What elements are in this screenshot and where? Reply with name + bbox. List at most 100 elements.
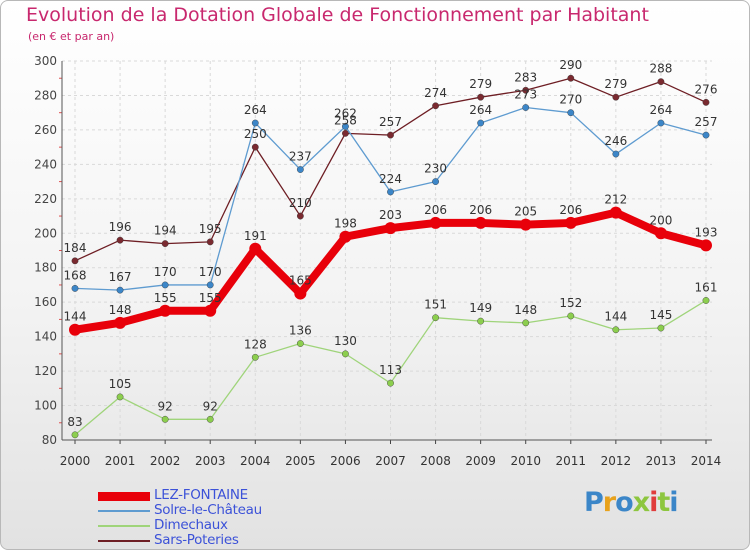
x-tick-label: 2002 [150,454,181,468]
data-point [657,119,665,127]
data-label: 257 [695,115,718,129]
series-lez-fontaine [69,206,712,336]
x-tick-labels: 2000 2001 2002 2003 2004 2005 2006 2007 2008 2009… [60,454,722,468]
data-point [69,323,81,336]
data-label: 155 [154,291,177,305]
data-label: 113 [379,363,402,377]
legend-swatch [98,510,150,512]
legend-label: LEZ-FONTAINE [154,487,248,503]
logo-letter: i [669,487,678,518]
data-label: 155 [199,291,222,305]
series-solre-le-ch-teau [71,104,710,294]
data-point [567,312,575,320]
data-point [477,93,485,101]
y-tick-label: 80 [42,433,57,447]
legend-swatch [98,492,150,501]
x-tick-label: 2006 [330,454,361,468]
logo-letter: x [632,487,650,518]
x-tick-label: 2000 [60,454,91,468]
data-label: 273 [514,88,537,102]
data-point [474,216,487,229]
data-label: 205 [514,205,537,219]
y-tick-label: 220 [34,192,57,206]
data-label: 276 [695,82,718,96]
data-point [251,119,259,127]
data-point [296,212,304,220]
data-label: 170 [199,265,222,279]
data-label: 152 [559,296,582,310]
data-point [432,178,439,185]
data-point [294,287,307,300]
data-point [161,240,169,248]
data-label: 196 [109,220,132,234]
data-label: 262 [334,106,357,120]
data-point [522,104,530,111]
data-label: 206 [469,203,492,217]
data-point [564,216,577,229]
data-label: 191 [244,229,267,243]
logo-letter: r [602,487,616,518]
data-label: 264 [244,103,267,117]
x-tick-label: 2012 [601,454,632,468]
data-label: 210 [289,196,312,210]
logo-letter: P [584,487,604,518]
x-tick-label: 2007 [375,454,406,468]
data-point [519,218,532,231]
x-tick-label: 2004 [240,454,271,468]
data-label: 151 [424,298,447,312]
data-point [657,78,665,86]
x-tick-label: 2003 [195,454,226,468]
data-label: 148 [514,303,537,317]
data-point [116,286,124,294]
data-point [657,324,665,332]
data-point [384,222,397,235]
data-point [387,188,394,196]
data-label: 264 [649,103,672,117]
data-point [429,216,442,229]
data-point [114,316,127,329]
logo-letter: t [657,487,670,518]
data-label: 136 [289,324,312,338]
legend-label: Dimechaux [154,517,228,533]
data-point [612,150,620,158]
y-tick-label: 140 [34,330,57,344]
data-label: 194 [154,224,177,238]
data-point [387,379,394,387]
series-group [69,74,712,439]
data-label: 257 [379,115,402,129]
data-label: 167 [109,270,132,284]
y-tick-label: 180 [34,261,57,275]
y-tick-label: 280 [34,88,57,102]
x-tick-label: 2009 [465,454,496,468]
data-label: 246 [604,134,627,148]
data-label: 92 [158,399,173,413]
y-tick-label: 300 [34,54,57,68]
logo-letter: o [615,487,634,518]
y-tick-label: 100 [34,399,57,413]
data-label: 165 [289,274,312,288]
legend-label: Sars-Poteries [154,532,239,548]
series-dimechaux [71,297,710,439]
x-tick-label: 2008 [420,454,451,468]
data-point [204,304,217,317]
data-point [522,319,530,327]
data-point [612,93,620,101]
data-label: 144 [64,310,87,324]
data-label: 290 [559,58,582,72]
data-label: 274 [424,86,447,100]
data-label: 206 [424,203,447,217]
data-point [116,236,124,244]
x-tick-label: 2001 [105,454,136,468]
grid-lines [62,60,712,441]
y-tick-label: 160 [34,295,57,309]
data-point [477,317,485,325]
data-point [251,353,259,361]
data-label: 193 [695,225,718,239]
data-label: 237 [289,150,312,164]
data-label: 200 [649,213,672,227]
x-tick-label: 2005 [285,454,316,468]
data-label: 184 [64,241,87,255]
chart-subtitle: (en € et par an) [28,30,115,43]
data-point [206,415,214,423]
